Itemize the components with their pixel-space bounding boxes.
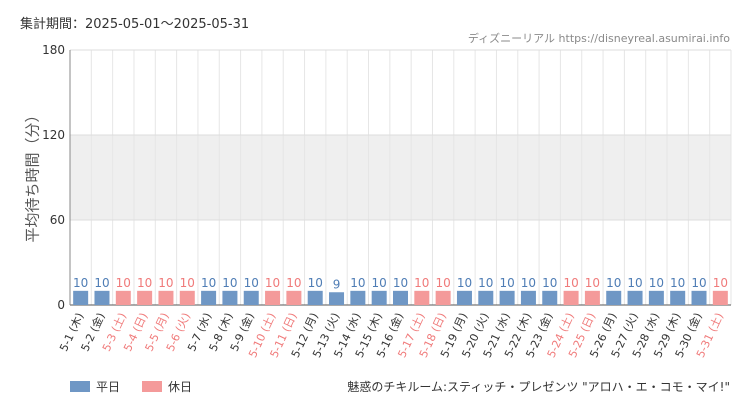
data-label: 10: [116, 276, 131, 290]
data-label: 10: [308, 276, 323, 290]
highlight-band: [70, 135, 731, 220]
bar: [393, 290, 408, 305]
bar: [563, 290, 579, 305]
bar: [627, 290, 643, 305]
bar: [286, 290, 302, 305]
y-tick-label: 120: [42, 128, 65, 142]
data-label: 10: [713, 276, 728, 290]
data-label: 10: [94, 276, 109, 290]
legend-swatch-holiday: [142, 381, 163, 392]
bar: [158, 290, 174, 305]
data-label: 10: [499, 276, 514, 290]
bar: [137, 290, 153, 305]
bar: [456, 290, 472, 305]
data-label: 10: [265, 276, 280, 290]
bar: [371, 290, 387, 305]
data-label: 10: [201, 276, 216, 290]
source-credit: ディズニーリアル https://disneyreal.asumirai.inf…: [467, 32, 730, 45]
y-tick-label: 0: [57, 298, 65, 312]
bar: [414, 290, 430, 305]
y-tick-label: 180: [42, 43, 65, 57]
bar: [115, 290, 131, 305]
y-tick-label: 60: [50, 213, 65, 227]
bar: [435, 290, 451, 305]
chart-title: 魅惑のチキルーム:スティッチ・プレゼンツ "アロハ・エ・コモ・マイ!": [347, 380, 730, 394]
data-label: 10: [286, 276, 301, 290]
bar: [265, 290, 281, 305]
data-label: 10: [585, 276, 600, 290]
data-label: 10: [222, 276, 237, 290]
legend-swatch-weekday: [70, 381, 90, 392]
data-label: 10: [180, 276, 195, 290]
bar: [73, 290, 89, 305]
period-range: 2025-05-01～2025-05-31: [85, 17, 250, 32]
data-label: 10: [393, 276, 408, 290]
bar: [499, 290, 515, 305]
period-text: 集計期間：2025-05-01～2025-05-31: [20, 13, 249, 32]
data-label: 10: [563, 276, 578, 290]
data-label: 10: [649, 276, 664, 290]
data-label: 10: [137, 276, 152, 290]
bar: [584, 290, 600, 305]
data-label: 10: [606, 276, 621, 290]
bar: [222, 290, 238, 305]
legend-item-weekday: 平日: [70, 378, 120, 395]
data-label: 10: [457, 276, 472, 290]
bar: [606, 290, 622, 305]
bar: [94, 290, 110, 305]
data-label: 10: [372, 276, 387, 290]
bar: [542, 290, 558, 305]
data-label: 10: [670, 276, 685, 290]
bar: [648, 290, 664, 305]
data-label: 10: [521, 276, 536, 290]
data-label: 10: [73, 276, 88, 290]
bar: [520, 290, 536, 305]
legend: 平日 休日: [70, 378, 214, 395]
legend-item-holiday: 休日: [142, 378, 192, 395]
bar: [201, 290, 217, 305]
bar: [691, 290, 707, 305]
data-label: 10: [478, 276, 493, 290]
data-label: 10: [542, 276, 557, 290]
data-label: 10: [350, 276, 365, 290]
legend-label-holiday: 休日: [168, 380, 193, 394]
data-label: 10: [691, 276, 706, 290]
bar: [478, 290, 494, 305]
data-label: 10: [244, 276, 259, 290]
legend-label-weekday: 平日: [96, 380, 121, 394]
bar: [670, 290, 686, 305]
bar: [329, 292, 345, 305]
bar: [179, 290, 195, 305]
data-label: 10: [414, 276, 429, 290]
bar: [307, 290, 323, 305]
bar: [712, 290, 728, 305]
period-label: 集計期間：: [20, 17, 86, 32]
data-label: 10: [436, 276, 451, 290]
data-label: 10: [158, 276, 173, 290]
data-label: 9: [333, 277, 341, 291]
data-label: 10: [627, 276, 642, 290]
bar: [350, 290, 366, 305]
bar: [243, 290, 259, 305]
